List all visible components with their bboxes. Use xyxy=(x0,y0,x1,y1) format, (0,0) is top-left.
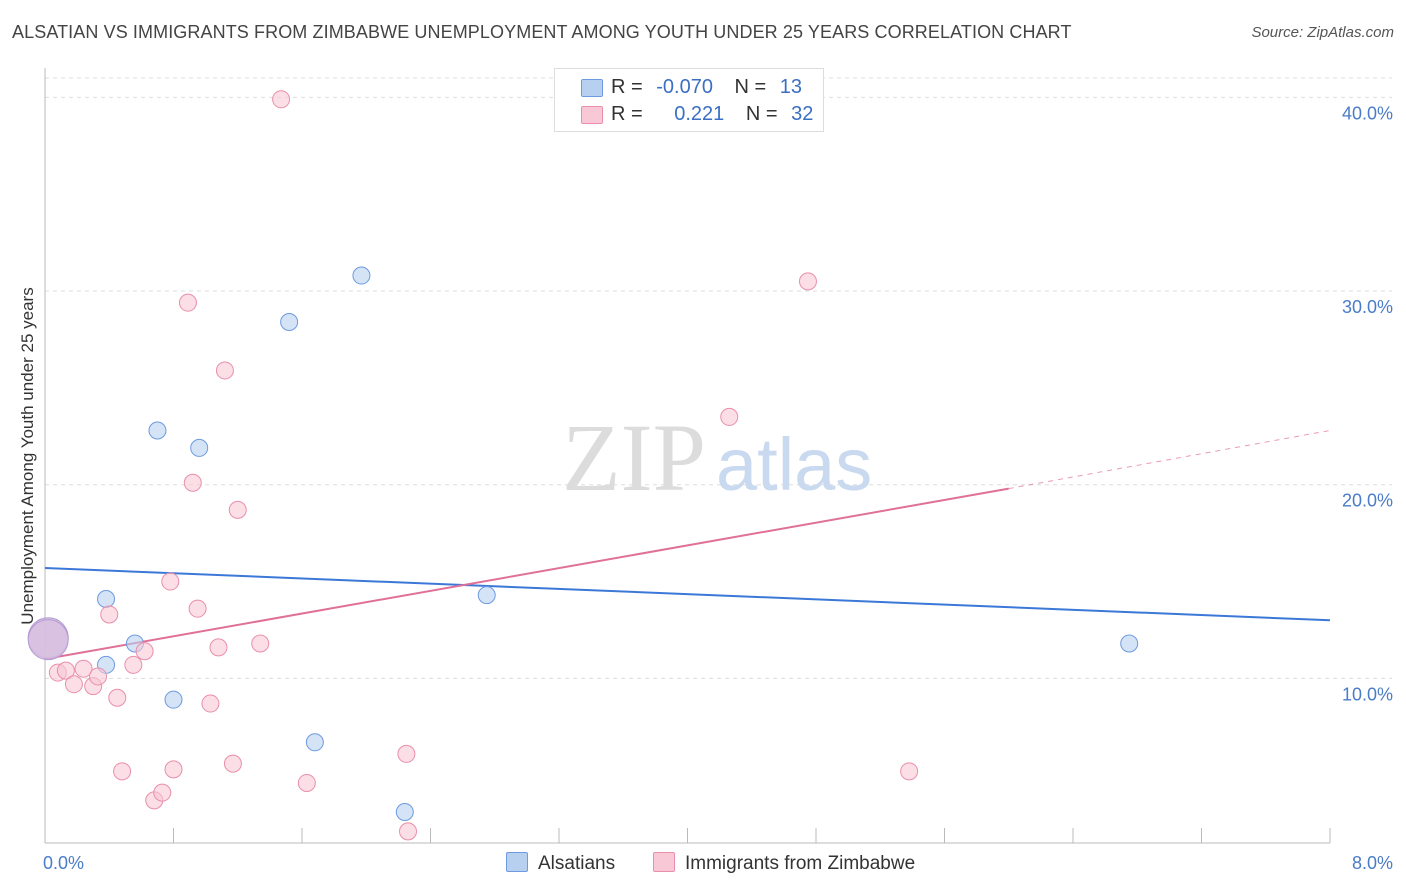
zimbabwe-point xyxy=(74,659,93,678)
zimbabwe-point xyxy=(89,667,108,686)
legend-r-label: R = xyxy=(611,76,643,98)
gridlines xyxy=(45,77,1392,679)
trendline-zimbabwe-extension xyxy=(1008,429,1331,490)
alsatian-point xyxy=(305,733,324,752)
alsatian-point xyxy=(1120,634,1139,653)
zimbabwe-point xyxy=(135,642,154,661)
bottom-legend-alsatians: Alsatians xyxy=(506,852,615,875)
y-tick-label: 20.0% xyxy=(1342,491,1393,511)
legend-n-label: N = xyxy=(734,76,767,98)
x-tick-label-max: 8.0% xyxy=(1352,853,1393,873)
tick-labels: 10.0% 20.0% 30.0% 40.0% 0.0% 8.0% xyxy=(43,103,1393,873)
alsatian-point xyxy=(395,803,414,822)
zimbabwe-point xyxy=(798,272,817,291)
legend-n-value: 32 xyxy=(791,103,814,125)
alsatian-point xyxy=(477,586,496,605)
x-tick-label-min: 0.0% xyxy=(43,853,84,873)
bottom-legend-swatch-pink xyxy=(653,852,675,872)
y-tick-label: 30.0% xyxy=(1342,297,1393,317)
zimbabwe-point xyxy=(153,783,172,802)
y-tick-label: 40.0% xyxy=(1342,103,1393,123)
zimbabwe-point xyxy=(100,605,119,624)
bottom-legend-label: Alsatians xyxy=(538,853,616,874)
alsatian-point xyxy=(352,266,371,285)
zimbabwe-point xyxy=(64,675,83,694)
legend-swatch-blue xyxy=(581,79,603,97)
watermark-atlas: atlas xyxy=(716,423,872,506)
legend-r-value: 0.221 xyxy=(674,103,725,125)
y-tick-label: 10.0% xyxy=(1342,684,1393,704)
correlation-legend: R = -0.070 N = 13 R = 0.221 N = 32 xyxy=(554,68,824,132)
bottom-legend-label: Immigrants from Zimbabwe xyxy=(685,853,916,874)
legend-n-label: N = xyxy=(745,103,778,125)
zimbabwe-point xyxy=(183,473,202,492)
bottom-legend-swatch-blue xyxy=(506,852,528,872)
trendline-alsatians xyxy=(44,566,1331,622)
zimbabwe-point xyxy=(251,634,270,653)
legend-r-value: -0.070 xyxy=(656,76,713,98)
trendline-zimbabwe xyxy=(44,487,1009,660)
zimbabwe-point xyxy=(161,572,180,591)
source-credit: Source: ZipAtlas.com xyxy=(1251,24,1394,41)
axes xyxy=(44,68,1331,844)
legend-row-zimbabwe: R = 0.221 N = 32 xyxy=(581,103,813,126)
legend-row-alsatians: R = -0.070 N = 13 xyxy=(581,76,802,99)
zimbabwe-point xyxy=(209,638,228,657)
zimbabwe-point xyxy=(188,599,207,618)
alsatian-point xyxy=(97,589,116,608)
zimbabwe-point xyxy=(223,754,242,773)
zimbabwe-point-large xyxy=(27,619,69,661)
zimbabwe-point xyxy=(164,760,183,779)
alsatian-point xyxy=(148,421,167,440)
zimbabwe-point xyxy=(215,361,234,380)
zimbabwe-point xyxy=(108,688,127,707)
chart-title: ALSATIAN VS IMMIGRANTS FROM ZIMBABWE UNE… xyxy=(12,22,1072,42)
data-points xyxy=(27,90,1139,841)
legend-n-value: 13 xyxy=(779,76,803,98)
zimbabwe-point xyxy=(56,661,75,680)
trendlines xyxy=(44,429,1331,660)
legend-r-label: R = xyxy=(611,103,643,125)
zimbabwe-point xyxy=(124,655,143,674)
zimbabwe-point xyxy=(720,407,739,426)
bottom-legend-zimbabwe: Immigrants from Zimbabwe xyxy=(653,852,915,875)
watermark-zip: ZIP xyxy=(562,404,706,511)
watermark: ZIP atlas xyxy=(562,404,872,511)
y-axis-label: Unemployment Among Youth under 25 years xyxy=(18,287,37,625)
alsatian-point xyxy=(164,690,183,709)
zimbabwe-point xyxy=(399,822,418,841)
zimbabwe-point xyxy=(228,500,247,519)
zimbabwe-point xyxy=(900,762,919,781)
legend-swatch-pink xyxy=(581,106,603,124)
zimbabwe-point xyxy=(201,694,220,713)
alsatian-point xyxy=(190,438,209,457)
zimbabwe-point xyxy=(272,90,291,109)
zimbabwe-point xyxy=(397,744,416,763)
zimbabwe-point xyxy=(178,293,197,312)
zimbabwe-point xyxy=(113,762,132,781)
alsatian-point xyxy=(280,313,299,332)
zimbabwe-point xyxy=(297,773,316,792)
